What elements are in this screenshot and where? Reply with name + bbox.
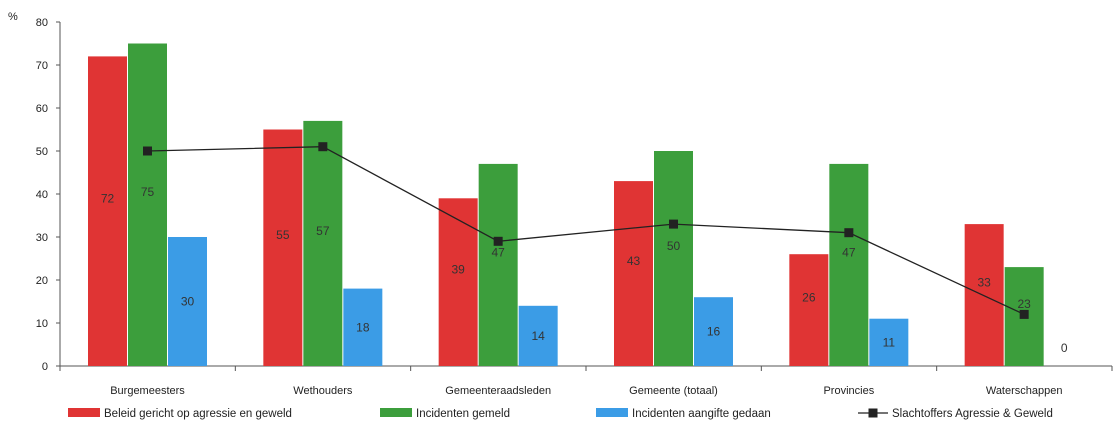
line-marker <box>1019 309 1029 319</box>
bar <box>343 288 383 366</box>
data-label: 26 <box>802 291 816 305</box>
y-tick-label: 40 <box>36 189 48 201</box>
x-category-label: Gemeenteraadsleden <box>445 385 551 397</box>
line-marker <box>493 236 503 246</box>
data-label: 72 <box>101 192 115 206</box>
data-label: 0 <box>1061 341 1068 355</box>
legend-swatch <box>380 408 412 417</box>
y-tick-label: 50 <box>36 146 48 158</box>
legend-item: Slachtoffers Agressie & Geweld <box>858 408 1053 420</box>
data-label: 43 <box>627 254 641 268</box>
bar <box>614 181 653 366</box>
legend-label: Incidenten gemeld <box>416 408 510 420</box>
data-label: 50 <box>667 239 681 253</box>
data-label: 16 <box>707 325 721 339</box>
data-label: 14 <box>531 329 545 343</box>
bar <box>829 163 869 366</box>
line-series <box>143 142 1029 319</box>
bar <box>88 56 127 367</box>
data-label: 39 <box>451 263 465 277</box>
legend-label: Beleid gericht op agressie en geweld <box>104 408 292 420</box>
data-label: 33 <box>977 275 991 289</box>
data-label: 11 <box>883 335 896 349</box>
x-category-label: Burgemeesters <box>110 385 185 397</box>
data-label: 23 <box>1017 297 1031 311</box>
legend-marker <box>868 408 878 418</box>
x-category-label: Waterschappen <box>986 385 1063 397</box>
legend-swatch <box>68 408 100 417</box>
data-label: 47 <box>842 245 856 259</box>
line-marker <box>669 219 678 229</box>
data-label: 18 <box>356 320 370 334</box>
y-tick-label: 20 <box>36 275 48 287</box>
bar <box>869 318 909 366</box>
bar <box>789 254 829 366</box>
y-tick-label: 60 <box>36 103 48 115</box>
y-tick-label: 80 <box>36 17 48 29</box>
legend-item: Beleid gericht op agressie en geweld <box>68 408 292 420</box>
x-category-label: Wethouders <box>293 385 353 397</box>
legend-item: Incidenten aangifte gedaan <box>596 408 771 420</box>
data-label: 75 <box>141 185 155 199</box>
legend-label: Slachtoffers Agressie & Geweld <box>892 408 1053 420</box>
legend-swatch <box>596 408 628 417</box>
bar <box>303 120 343 367</box>
y-tick-label: 0 <box>42 361 48 373</box>
bar <box>694 297 733 366</box>
bar <box>478 163 518 366</box>
legend-item: Incidenten gemeld <box>380 408 510 420</box>
x-category-label: Gemeente (totaal) <box>629 385 718 397</box>
bar <box>654 151 693 366</box>
line-marker <box>318 142 328 152</box>
line-marker <box>844 228 854 238</box>
series-line <box>147 146 1025 315</box>
bars <box>88 43 1044 367</box>
data-label: 55 <box>276 228 290 242</box>
y-unit-label: % <box>8 11 18 23</box>
bar <box>263 129 303 366</box>
line-marker <box>143 146 152 156</box>
data-label: 30 <box>181 295 195 309</box>
y-tick-label: 70 <box>36 60 48 72</box>
x-category-label: Provincies <box>823 385 874 397</box>
bar <box>438 198 478 366</box>
x-axis: Burgemeesters Wethouders Gemeenteraadslede… <box>59 366 1113 397</box>
y-tick-label: 30 <box>36 232 48 244</box>
legend-label: Incidenten aangifte gedaan <box>632 408 771 420</box>
data-labels: 72 55 39 43 26 33 75 57 47 50 47 23 30 18 14 16 11 0 <box>101 185 1068 355</box>
data-label: 57 <box>316 224 330 238</box>
bar <box>518 305 558 366</box>
data-label: 47 <box>491 245 505 259</box>
y-tick-label: 10 <box>36 318 48 330</box>
legend: Beleid gericht op agressie en geweld Inci… <box>68 408 1053 420</box>
bar <box>128 43 167 366</box>
bar <box>168 237 207 366</box>
